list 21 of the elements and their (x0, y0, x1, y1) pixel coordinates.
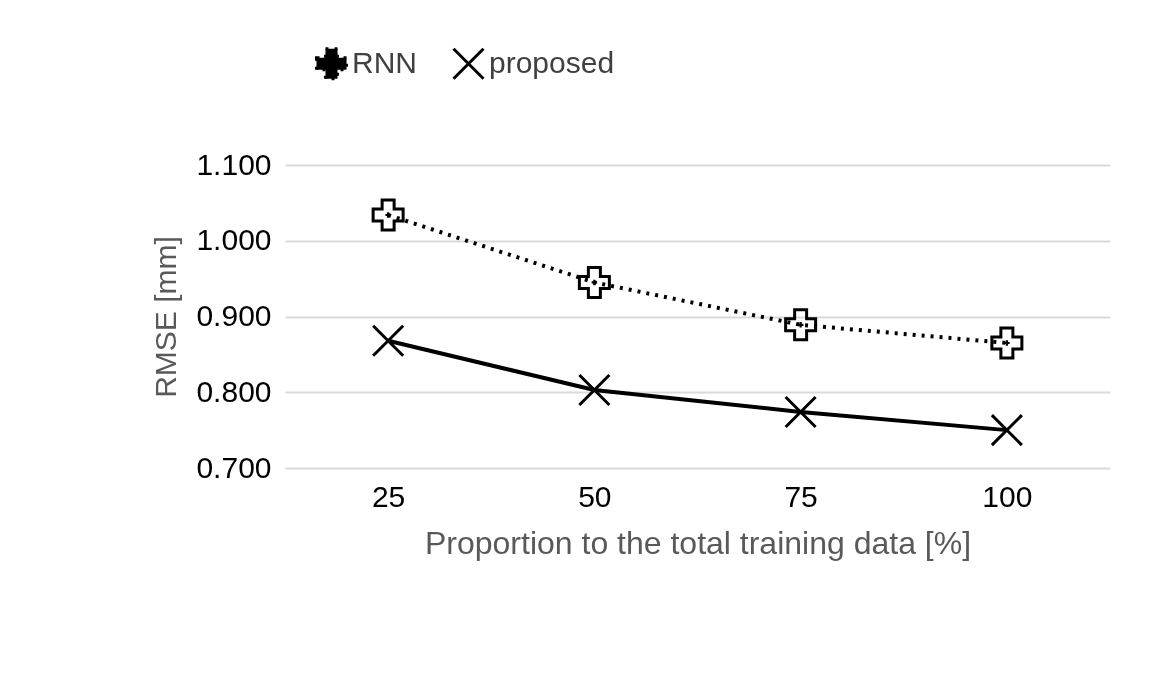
x-tick-label: 50 (578, 479, 612, 513)
point (784, 308, 818, 342)
point (990, 326, 1024, 360)
y-tick-label: 1.100 (196, 147, 272, 181)
y-axis-title: RMSE [mm] (149, 236, 183, 398)
point (577, 265, 611, 299)
x-tick-label: 75 (784, 479, 818, 513)
x-tick-label: 25 (371, 479, 406, 513)
x-axis-title: Proportion to the total training data [%] (424, 524, 972, 561)
legend-label: RNN (352, 45, 417, 79)
point (990, 413, 1024, 447)
y-tick-label: 0.800 (196, 374, 272, 408)
y-tick-label: 0.900 (196, 299, 272, 332)
y-tick-label: 0.700 (196, 450, 272, 484)
y-tick-label: 1.000 (196, 223, 272, 257)
point (371, 324, 405, 358)
legend-label: proposed (489, 45, 615, 79)
x-tick-label: 100 (982, 479, 1033, 513)
point (577, 373, 611, 407)
point (371, 198, 405, 232)
point (784, 395, 818, 429)
